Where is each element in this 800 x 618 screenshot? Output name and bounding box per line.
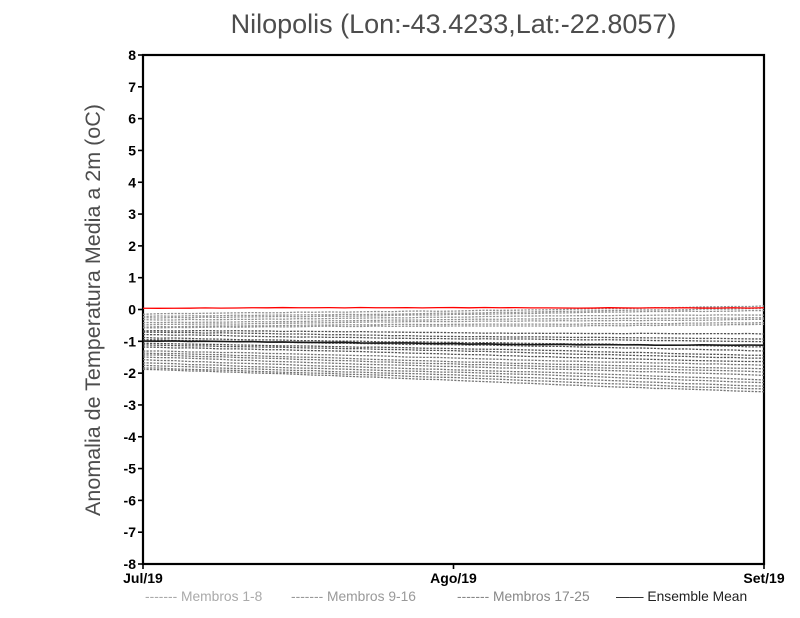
svg-text:8: 8: [128, 47, 136, 63]
svg-text:5: 5: [128, 142, 136, 158]
svg-text:-2: -2: [124, 365, 137, 381]
svg-text:6: 6: [128, 111, 136, 127]
svg-text:7: 7: [128, 79, 136, 95]
svg-text:3: 3: [128, 206, 136, 222]
svg-text:1: 1: [128, 270, 136, 286]
svg-text:-1: -1: [124, 333, 137, 349]
svg-text:2: 2: [128, 238, 136, 254]
svg-text:4: 4: [128, 174, 136, 190]
svg-text:Jul/19: Jul/19: [123, 570, 163, 586]
svg-text:-6: -6: [124, 492, 137, 508]
svg-text:Set/19: Set/19: [743, 570, 784, 586]
svg-text:Anomalia de Temperatura Media: Anomalia de Temperatura Media a 2m (oC): [81, 104, 105, 516]
svg-text:Nilopolis (Lon:-43.4233,Lat:-2: Nilopolis (Lon:-43.4233,Lat:-22.8057): [231, 9, 677, 39]
svg-text:-7: -7: [124, 524, 137, 540]
svg-text:0: 0: [128, 302, 136, 318]
svg-text:-5: -5: [124, 461, 137, 477]
svg-text:-3: -3: [124, 397, 137, 413]
svg-text:-4: -4: [124, 429, 137, 445]
svg-text:Ago/19: Ago/19: [430, 570, 477, 586]
